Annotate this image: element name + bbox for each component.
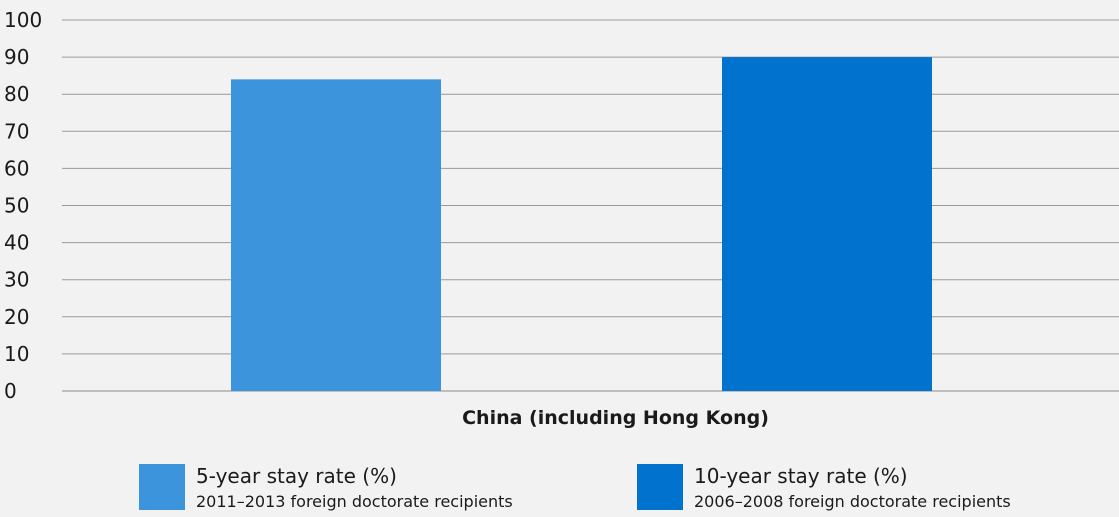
y-tick-label-100: 100 — [4, 8, 42, 32]
bar-five-year — [231, 79, 441, 392]
legend-sublabel-ten-year: 2006–2008 foreign doctorate recipients — [694, 492, 1011, 511]
y-tick-label-10: 10 — [4, 342, 29, 366]
y-tick-label-30: 30 — [4, 268, 29, 292]
legend: 5-year stay rate (%) 2011–2013 foreign do… — [139, 464, 1011, 511]
legend-label-five-year: 5-year stay rate (%) — [196, 464, 397, 488]
y-tick-label-40: 40 — [4, 231, 29, 255]
legend-swatch-ten-year — [637, 464, 683, 510]
bars — [231, 57, 932, 392]
y-tick-label-0: 0 — [4, 379, 17, 403]
legend-sublabel-five-year: 2011–2013 foreign doctorate recipients — [196, 492, 513, 511]
x-axis-categories: China (including Hong Kong) — [462, 407, 769, 429]
y-tick-label-20: 20 — [4, 305, 29, 329]
y-tick-label-90: 90 — [4, 45, 29, 69]
x-category-label: China (including Hong Kong) — [462, 407, 769, 429]
bar-ten-year — [722, 57, 932, 391]
legend-label-ten-year: 10-year stay rate (%) — [694, 464, 908, 488]
legend-swatch-five-year — [139, 464, 185, 510]
y-tick-label-70: 70 — [4, 119, 29, 143]
y-axis-ticks: 0 10 20 30 40 50 60 70 80 90 100 — [4, 8, 42, 403]
y-tick-label-50: 50 — [4, 194, 29, 218]
y-tick-label-60: 60 — [4, 156, 29, 180]
gridlines — [62, 19, 1119, 392]
y-tick-label-80: 80 — [4, 82, 29, 106]
